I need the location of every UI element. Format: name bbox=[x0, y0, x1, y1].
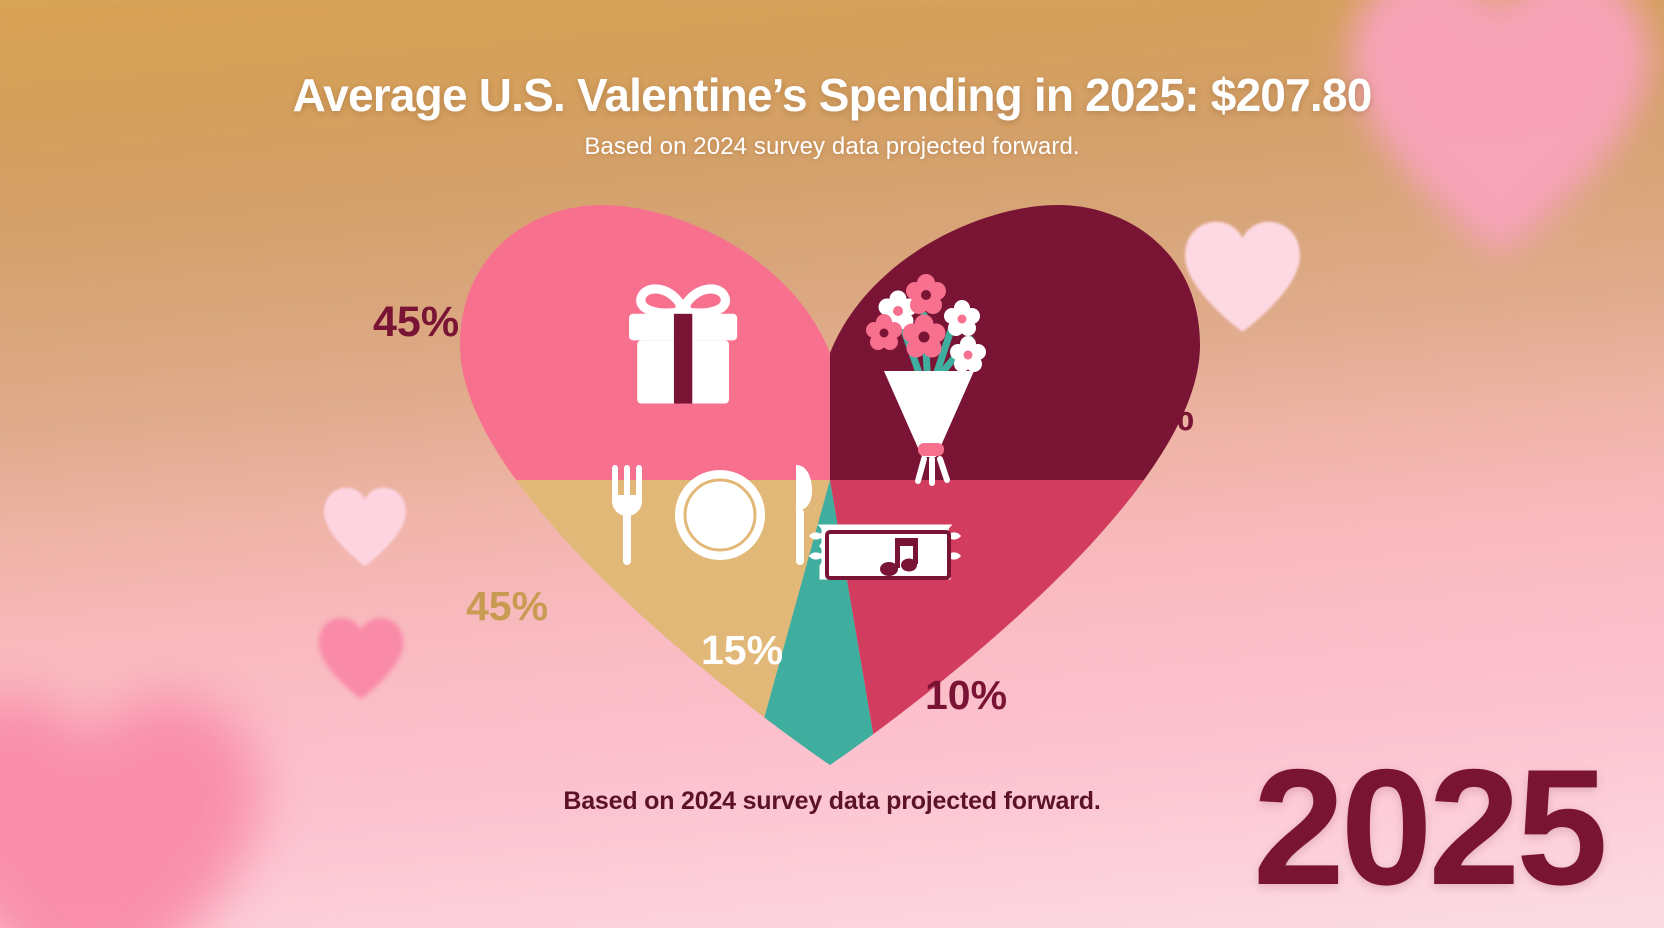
page-title: Average U.S. Valentine’s Spending in 202… bbox=[292, 69, 1373, 121]
chart-wedges bbox=[430, 185, 1230, 775]
footer-note: Based on 2024 survey data projected forw… bbox=[563, 787, 1101, 815]
wedge-gifts[interactable] bbox=[430, 185, 830, 480]
percent-label-flowers: 30% bbox=[1108, 392, 1195, 440]
ticket-music-icon bbox=[808, 524, 962, 580]
heart-pie-chart bbox=[430, 185, 1230, 775]
heart-chart-svg bbox=[430, 185, 1230, 775]
decorative-heart-large-bottom-left bbox=[0, 685, 275, 928]
percent-label-gifts: 45% bbox=[373, 298, 460, 346]
percent-label-night-out: 15% bbox=[701, 627, 784, 673]
gift-icon bbox=[629, 284, 738, 404]
year-stamp: 2025 bbox=[1252, 734, 1608, 919]
heart-shape-icon bbox=[1350, 0, 1650, 257]
heart-shape-icon bbox=[1185, 221, 1300, 332]
wedge-entertainment[interactable] bbox=[830, 480, 1230, 775]
decorative-heart-large-top-right bbox=[1335, 0, 1664, 260]
percent-label-entertainment: 10% bbox=[925, 672, 1008, 718]
bouquet-icon bbox=[866, 274, 986, 486]
heart-shape-icon bbox=[318, 617, 404, 699]
dining-icon bbox=[612, 465, 812, 565]
decorative-heart-small-top-right bbox=[1180, 218, 1305, 333]
decorative-heart-small-bottom-left bbox=[315, 615, 407, 700]
heart-shape-icon bbox=[0, 696, 260, 928]
heart-shape-icon bbox=[324, 487, 406, 567]
percent-label-dining: 45% bbox=[466, 583, 549, 629]
page-subtitle: Based on 2024 survey data projected forw… bbox=[584, 133, 1080, 160]
decorative-heart-small-mid-left bbox=[320, 485, 410, 567]
